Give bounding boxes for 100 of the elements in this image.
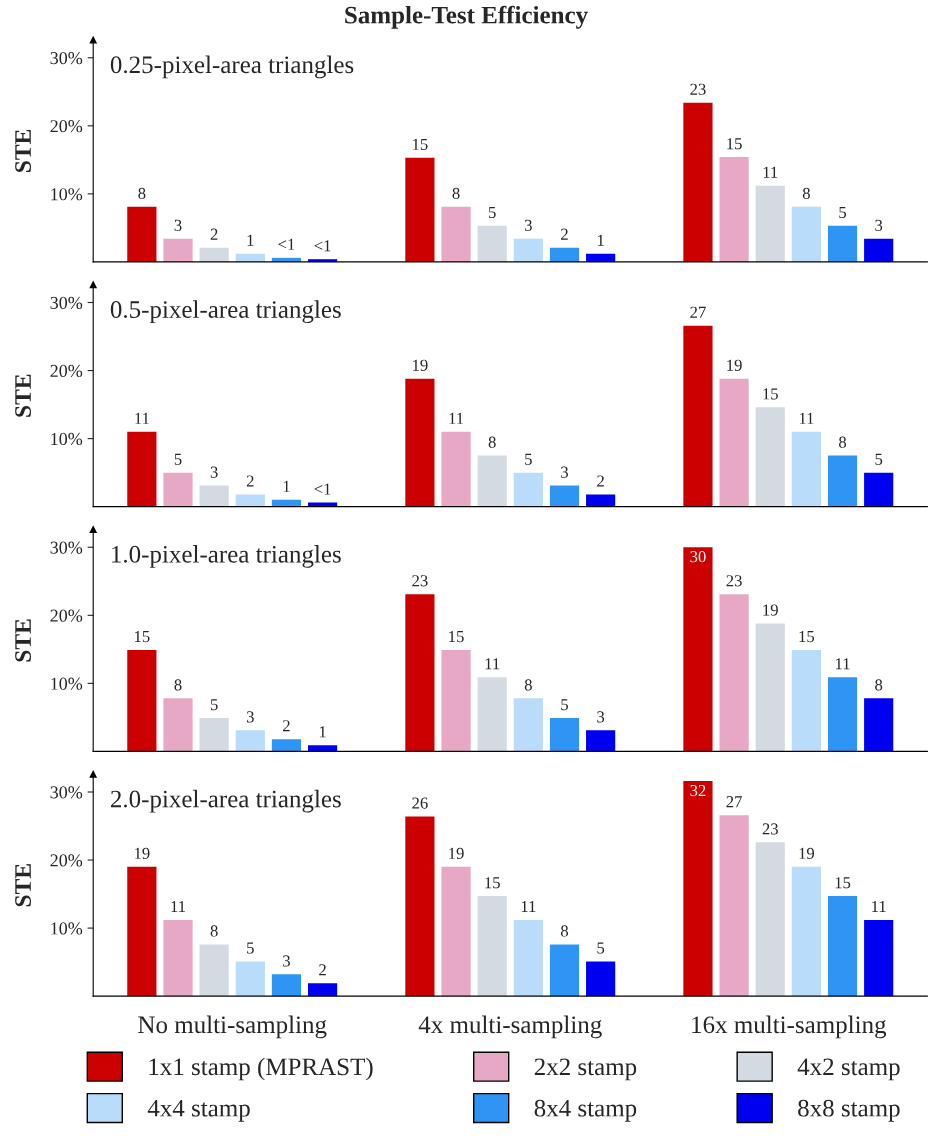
bar bbox=[513, 919, 543, 997]
annotation: 1.0-pixel-area triangles bbox=[112, 545, 341, 568]
data-label: 27 bbox=[726, 796, 742, 808]
bar bbox=[163, 698, 193, 752]
bar bbox=[827, 677, 858, 752]
data-label: 3 bbox=[210, 466, 218, 478]
data-label: 11 bbox=[485, 658, 500, 670]
data-label: 8 bbox=[452, 187, 460, 199]
bar bbox=[719, 815, 749, 997]
data-label: 1 bbox=[247, 234, 254, 246]
data-label: 1 bbox=[283, 480, 290, 492]
bar bbox=[586, 961, 616, 997]
bar bbox=[513, 238, 543, 262]
y-tick-label: 10% bbox=[51, 432, 83, 446]
bar bbox=[719, 594, 749, 752]
data-label: <1 bbox=[314, 240, 331, 252]
bar bbox=[791, 866, 821, 997]
data-label: 8 bbox=[560, 925, 569, 937]
data-label: 19 bbox=[413, 359, 428, 371]
bar bbox=[755, 185, 785, 262]
data-label: 8 bbox=[802, 187, 810, 199]
data-label: 2 bbox=[561, 228, 568, 240]
data-label: 15 bbox=[485, 877, 500, 889]
data-label: 5 bbox=[875, 453, 883, 465]
data-label: 15 bbox=[799, 631, 815, 643]
data-label: 23 bbox=[690, 83, 706, 95]
x-tick-label: No multi-sampling bbox=[138, 1015, 327, 1039]
data-label: 23 bbox=[762, 823, 778, 835]
annotation: 2.0-pixel-area triangles bbox=[110, 789, 341, 813]
bar bbox=[477, 455, 507, 507]
data-label: 27 bbox=[690, 306, 706, 318]
data-label: 26 bbox=[412, 797, 428, 809]
data-label: 3 bbox=[597, 711, 605, 723]
y-tick-label: 20% bbox=[50, 609, 83, 622]
bar bbox=[683, 325, 713, 507]
bar bbox=[755, 842, 785, 997]
bar bbox=[441, 431, 471, 507]
data-label: 23 bbox=[412, 575, 428, 587]
x-tick-label: 16x multi-sampling bbox=[692, 1015, 887, 1039]
bar bbox=[405, 594, 435, 752]
bar bbox=[791, 206, 821, 262]
data-label: 11 bbox=[763, 166, 778, 178]
bar bbox=[864, 919, 894, 997]
x-tick-label: 4x multi-sampling bbox=[418, 1015, 602, 1039]
y-axis-title: STE bbox=[15, 374, 31, 417]
data-label: 11 bbox=[521, 900, 536, 912]
legend-label: 4x4 stamp bbox=[147, 1099, 250, 1122]
y-axis-title: STE bbox=[15, 864, 31, 907]
data-label: 3 bbox=[875, 219, 883, 231]
data-label: 30 bbox=[690, 551, 706, 563]
y-tick-label: 30% bbox=[50, 786, 83, 799]
bar bbox=[441, 650, 471, 752]
bar bbox=[586, 494, 616, 507]
data-label: 5 bbox=[561, 699, 568, 711]
data-label: 3 bbox=[246, 711, 254, 723]
data-label: 19 bbox=[134, 847, 150, 860]
bar bbox=[549, 247, 580, 262]
bar bbox=[127, 431, 157, 507]
bar bbox=[163, 919, 193, 997]
data-label: 11 bbox=[799, 412, 814, 424]
data-label: 15 bbox=[449, 631, 464, 643]
y-tick-label: 10% bbox=[51, 922, 83, 935]
data-label: 8 bbox=[210, 925, 218, 937]
bar bbox=[864, 698, 894, 752]
bar bbox=[199, 944, 229, 997]
bar bbox=[791, 431, 821, 507]
data-label: 11 bbox=[872, 900, 886, 912]
annotation: 0.25-pixel-area triangles bbox=[110, 55, 354, 79]
y-tick-label: 30% bbox=[50, 52, 83, 65]
bar bbox=[307, 983, 338, 997]
data-label: 5 bbox=[839, 206, 847, 219]
bar bbox=[586, 730, 616, 752]
bar bbox=[683, 547, 713, 752]
bar bbox=[441, 866, 471, 997]
data-label: 8 bbox=[875, 679, 883, 691]
data-label: 15 bbox=[413, 138, 428, 150]
bar bbox=[307, 745, 338, 752]
y-tick-label: 20% bbox=[50, 364, 83, 378]
bar bbox=[405, 816, 435, 997]
bar bbox=[513, 698, 543, 752]
bar bbox=[683, 102, 713, 262]
data-label: 15 bbox=[835, 877, 851, 889]
data-label: 3 bbox=[524, 219, 532, 231]
bar bbox=[864, 238, 894, 262]
data-label: 15 bbox=[763, 388, 778, 400]
bar bbox=[127, 650, 157, 752]
data-label: 3 bbox=[561, 466, 568, 478]
data-label: <1 bbox=[314, 483, 331, 495]
data-label: 11 bbox=[835, 658, 850, 670]
data-label: 15 bbox=[727, 138, 742, 150]
data-label: 5 bbox=[247, 942, 254, 954]
bar bbox=[199, 485, 229, 507]
data-label: 8 bbox=[524, 679, 532, 691]
bar bbox=[127, 866, 157, 997]
data-label: 19 bbox=[763, 604, 778, 616]
bar bbox=[271, 974, 302, 997]
y-tick-label: 10% bbox=[51, 677, 83, 690]
legend-label: 4x2 stamp bbox=[797, 1058, 900, 1081]
bar bbox=[235, 494, 265, 507]
bar bbox=[755, 407, 785, 507]
